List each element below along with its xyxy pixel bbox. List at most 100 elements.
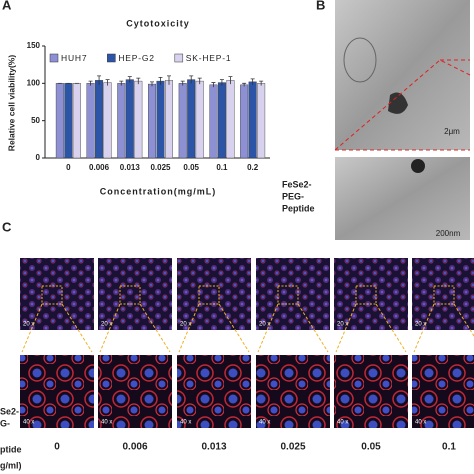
magnification: 40 x — [101, 420, 112, 426]
particle — [388, 92, 408, 114]
arrow — [21, 303, 93, 353]
magnification: 20 x — [101, 322, 112, 328]
bar — [64, 83, 73, 159]
error-bar — [150, 81, 154, 87]
error-bar — [167, 75, 171, 85]
concentration-label: 0.1 — [442, 442, 456, 453]
arrow — [413, 303, 474, 353]
legend-label: SK-HEP-1 — [186, 53, 232, 63]
zoom-box — [119, 285, 141, 305]
magnification: 40 x — [180, 420, 191, 426]
axis-label: Se2- — [0, 406, 19, 416]
error-bar — [219, 79, 224, 86]
error-bar — [119, 80, 124, 86]
error-bar — [105, 79, 110, 86]
concentration-label: 0 — [54, 442, 60, 453]
micro-image-20x — [256, 258, 330, 330]
magnification: 40 x — [415, 420, 426, 426]
x-tick-label: 0.025 — [150, 163, 171, 172]
arrow — [335, 303, 407, 353]
error-bar — [88, 80, 93, 86]
bar — [86, 83, 95, 159]
bar — [226, 80, 235, 159]
micro-image-40x — [334, 355, 408, 428]
bar — [164, 80, 173, 159]
panel-label: C — [2, 219, 12, 234]
y-tick-label: 50 — [31, 116, 40, 125]
magnification: 20 x — [259, 322, 270, 328]
legend-swatch — [174, 53, 184, 63]
sample-label: Peptide — [282, 203, 315, 213]
y-tick-label: 100 — [27, 78, 41, 87]
micro-image-20x — [177, 258, 251, 330]
magnification: 20 x — [415, 322, 426, 328]
axis-label: G- — [0, 418, 10, 428]
x-axis-label: Concentration(mg/mL) — [100, 186, 217, 196]
error-bar — [228, 76, 233, 85]
axis-label: ptide — [0, 444, 22, 454]
magnification: 20 x — [180, 322, 191, 328]
bar — [156, 80, 165, 159]
bar — [125, 79, 134, 159]
error-bar — [242, 82, 247, 87]
chart-title: Cytotoxicity — [126, 18, 190, 28]
nucleus — [343, 37, 377, 83]
x-tick-label: 0.1 — [216, 163, 228, 172]
micro-image-20x — [334, 258, 408, 330]
micro-image-40x — [412, 355, 474, 428]
error-bar — [97, 75, 102, 85]
micro-image-20x — [98, 258, 172, 330]
error-bar — [180, 80, 185, 86]
sample-label: FeSe2- — [282, 179, 312, 189]
error-bar — [158, 76, 163, 85]
bar — [95, 80, 104, 159]
tem-image — [335, 0, 470, 150]
concentration-label: 0.025 — [280, 442, 305, 453]
magnification: 20 x — [23, 322, 34, 328]
axis-label: g/ml) — [0, 460, 22, 470]
concentration-label: 0.006 — [122, 442, 147, 453]
magnification: 20 x — [337, 322, 348, 328]
bar — [72, 83, 81, 159]
y-axis-label: Relative cell viability(%) — [6, 55, 16, 152]
bar — [217, 82, 226, 159]
tem-image — [335, 157, 470, 240]
error-bar — [250, 78, 255, 85]
micro-image-40x — [256, 355, 330, 428]
zoom-box — [355, 285, 377, 305]
legend-label: HUH7 — [61, 53, 87, 63]
bar — [134, 80, 143, 159]
arrow — [99, 303, 171, 353]
concentration-label: 0.013 — [201, 442, 226, 453]
x-tick-label: 0.013 — [120, 163, 141, 172]
micro-image-40x — [20, 355, 94, 428]
error-bar — [136, 77, 141, 85]
panel-label: B — [316, 0, 325, 12]
x-tick-label: 0 — [66, 163, 71, 172]
error-bar — [189, 75, 194, 84]
bar — [187, 79, 196, 159]
arrow — [257, 303, 329, 353]
x-tick-label: 0.006 — [89, 163, 110, 172]
y-tick-label: 150 — [27, 41, 41, 50]
legend-swatch — [49, 53, 59, 63]
particle — [411, 159, 425, 173]
error-bar — [259, 80, 264, 86]
panel-label: A — [2, 0, 12, 12]
zoom-box — [433, 285, 455, 305]
legend-swatch — [107, 53, 116, 63]
scale-bar: 2μm — [444, 127, 460, 136]
zoom-box — [41, 285, 63, 305]
micro-image-20x — [20, 258, 94, 330]
bar — [240, 84, 249, 159]
bar — [103, 82, 112, 159]
error-bar — [127, 76, 132, 83]
bar — [117, 83, 126, 159]
bar — [147, 83, 156, 159]
micro-image-20x — [412, 258, 474, 330]
legend-label: HEP-G2 — [118, 53, 154, 63]
bar — [55, 83, 64, 159]
magnification: 40 x — [337, 420, 348, 426]
error-bar — [197, 77, 202, 85]
